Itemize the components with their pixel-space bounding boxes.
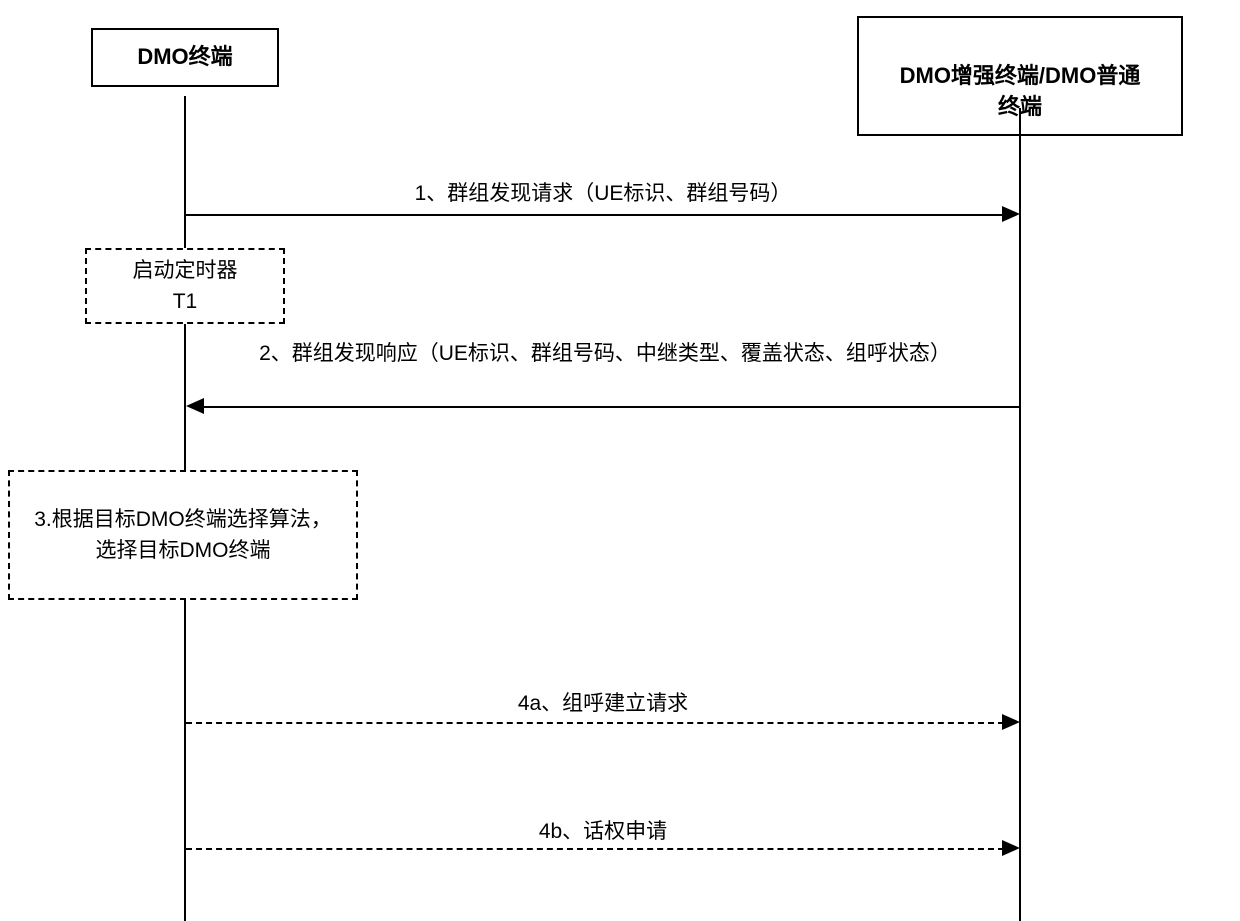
message-4b-arrowhead xyxy=(1002,840,1020,856)
lifeline-right xyxy=(1019,108,1021,921)
message-4b-label: 4b、话权申请 xyxy=(186,816,1020,848)
note-timer-text: 启动定时器 T1 xyxy=(133,255,238,318)
message-2: 2、群组发现响应（UE标识、群组号码、中继类型、覆盖状态、组呼状态） xyxy=(0,338,1240,374)
message-4a-arrow xyxy=(186,722,1004,724)
message-4a-label: 4a、组呼建立请求 xyxy=(186,688,1020,720)
participant-left: DMO终端 xyxy=(91,28,279,87)
message-4a: 4a、组呼建立请求 xyxy=(0,688,1240,724)
note-step3-text: 3.根据目标DMO终端选择算法，选择目标DMO终端 xyxy=(24,504,342,567)
message-4b-arrow xyxy=(186,848,1004,850)
message-2-arrow xyxy=(202,406,1020,408)
message-1-arrowhead xyxy=(1002,206,1020,222)
note-step3: 3.根据目标DMO终端选择算法，选择目标DMO终端 xyxy=(8,470,358,600)
message-4a-arrowhead xyxy=(1002,714,1020,730)
participant-left-label: DMO终端 xyxy=(137,44,232,69)
message-1: 1、群组发现请求（UE标识、群组号码） xyxy=(0,178,1240,214)
message-4b: 4b、话权申请 xyxy=(0,816,1240,852)
message-2-arrowhead xyxy=(186,398,204,414)
message-2-label: 2、群组发现响应（UE标识、群组号码、中继类型、覆盖状态、组呼状态） xyxy=(210,338,1000,370)
note-timer: 启动定时器 T1 xyxy=(85,248,285,324)
message-1-arrow xyxy=(186,214,1004,216)
message-1-label: 1、群组发现请求（UE标识、群组号码） xyxy=(186,178,1020,210)
